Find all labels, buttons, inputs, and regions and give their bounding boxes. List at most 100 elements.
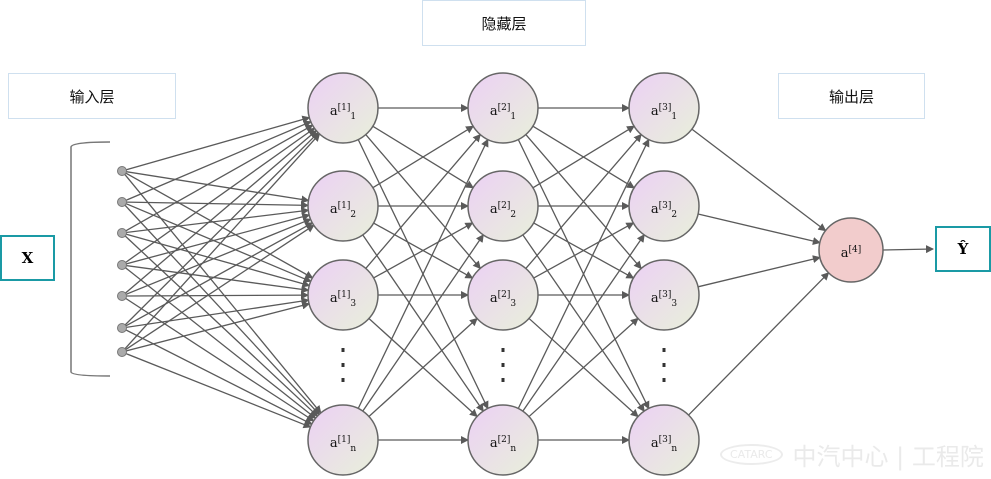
node-label: a[3]2 bbox=[634, 196, 694, 220]
input-edge bbox=[121, 201, 320, 416]
node-layer-index: [3] bbox=[658, 290, 672, 300]
node-label: a[3]1 bbox=[634, 98, 694, 122]
hidden-node bbox=[628, 404, 700, 476]
node-label: a[1]3 bbox=[313, 285, 373, 309]
input-edge bbox=[121, 131, 319, 329]
hidden-edge bbox=[368, 317, 478, 417]
ellipsis-dot bbox=[662, 378, 666, 382]
node-label: a[2]1 bbox=[473, 98, 533, 122]
input-edge bbox=[121, 170, 314, 279]
final-edge bbox=[882, 245, 934, 254]
node-label: a[2]2 bbox=[473, 196, 533, 220]
node-layer-index: [2] bbox=[497, 435, 511, 445]
node-label: a[1]1 bbox=[313, 98, 373, 122]
node-layer-index: [1] bbox=[337, 201, 351, 211]
watermark-text: 中汽中心 | 工程院 bbox=[792, 443, 984, 471]
hidden-layer-label: 隐藏层 bbox=[422, 0, 586, 46]
input-edge bbox=[121, 115, 311, 172]
input-unit bbox=[117, 166, 127, 176]
input-unit bbox=[117, 347, 127, 357]
input-edge bbox=[121, 297, 310, 329]
input-edge bbox=[121, 295, 315, 422]
node-layer-index: [3] bbox=[658, 201, 672, 211]
output-node bbox=[818, 217, 884, 283]
input-unit bbox=[117, 323, 127, 333]
input-unit bbox=[117, 197, 127, 207]
hidden-node bbox=[307, 404, 379, 476]
node-prefix: a bbox=[840, 246, 849, 261]
input-edge bbox=[121, 218, 312, 297]
input-edge bbox=[121, 127, 316, 266]
hidden-node bbox=[628, 72, 700, 144]
node-layer-index: [2] bbox=[497, 103, 511, 113]
node-label: a[1]2 bbox=[313, 196, 373, 220]
input-layer-label: 输入层 bbox=[8, 73, 176, 119]
hidden-node bbox=[467, 170, 539, 242]
node-label: a[2]n bbox=[473, 430, 533, 454]
node-layer-index: [1] bbox=[337, 290, 351, 300]
hidden-node bbox=[467, 404, 539, 476]
hidden-node bbox=[307, 259, 379, 331]
node-layer-index: [1] bbox=[337, 103, 351, 113]
node-prefix: a bbox=[489, 104, 498, 119]
input-edge bbox=[121, 351, 312, 429]
hidden-edge bbox=[522, 234, 645, 412]
input-edge bbox=[121, 201, 310, 210]
node-prefix: a bbox=[650, 436, 659, 451]
output-edge bbox=[691, 128, 827, 232]
ellipsis-dot bbox=[341, 348, 345, 352]
input-edge bbox=[121, 264, 317, 419]
node-prefix: a bbox=[650, 202, 659, 217]
hidden-node bbox=[467, 259, 539, 331]
hidden-edge bbox=[362, 234, 484, 412]
input-unit bbox=[117, 260, 127, 270]
node-prefix: a bbox=[489, 436, 498, 451]
node-prefix: a bbox=[329, 202, 338, 217]
input-edge bbox=[121, 291, 310, 300]
hidden-edge bbox=[372, 125, 475, 189]
ellipsis-dot bbox=[662, 363, 666, 367]
node-layer-index: [3] bbox=[658, 103, 672, 113]
node-label: a[1]n bbox=[313, 430, 373, 454]
hidden-edge bbox=[525, 133, 642, 269]
output-layer-label: 输出层 bbox=[778, 73, 925, 119]
input-edge bbox=[121, 232, 311, 288]
node-layer-index: [2] bbox=[497, 290, 511, 300]
node-unit-index: 1 bbox=[510, 112, 517, 122]
node-unit-index: 3 bbox=[350, 299, 357, 309]
output-edge bbox=[697, 255, 821, 288]
output-edge bbox=[697, 213, 821, 245]
hidden-edge bbox=[532, 125, 635, 189]
node-prefix: a bbox=[650, 291, 659, 306]
hidden-node bbox=[467, 72, 539, 144]
watermark-logo: CATARC bbox=[720, 444, 783, 465]
node-label: a[3]3 bbox=[634, 285, 694, 309]
input-edge bbox=[121, 170, 310, 204]
node-prefix: a bbox=[489, 291, 498, 306]
input-x-box: X bbox=[0, 235, 55, 281]
input-edge bbox=[121, 207, 310, 234]
node-unit-index: 1 bbox=[350, 112, 357, 122]
node-unit-index: 2 bbox=[510, 210, 517, 220]
input-edge bbox=[121, 232, 319, 417]
hidden-edge bbox=[373, 222, 474, 279]
output-node-label: a[4] bbox=[821, 240, 881, 261]
ellipsis-dot bbox=[662, 348, 666, 352]
ellipsis-dot bbox=[341, 378, 345, 382]
node-prefix: a bbox=[329, 436, 338, 451]
node-prefix: a bbox=[650, 104, 659, 119]
ellipsis-dot bbox=[501, 363, 505, 367]
input-edge bbox=[121, 301, 311, 353]
hidden-edge bbox=[365, 133, 481, 269]
hidden-node bbox=[307, 170, 379, 242]
input-edge bbox=[121, 130, 318, 297]
watermark: CATARC 中汽中心 | 工程院 bbox=[720, 437, 984, 472]
input-edge bbox=[121, 212, 311, 266]
hidden-edge bbox=[517, 138, 650, 409]
output-y-hat-box: Ŷ bbox=[935, 226, 991, 272]
output-edge bbox=[688, 272, 830, 416]
node-prefix: a bbox=[329, 291, 338, 306]
node-layer-index: [3] bbox=[658, 435, 672, 445]
hidden-node bbox=[628, 259, 700, 331]
